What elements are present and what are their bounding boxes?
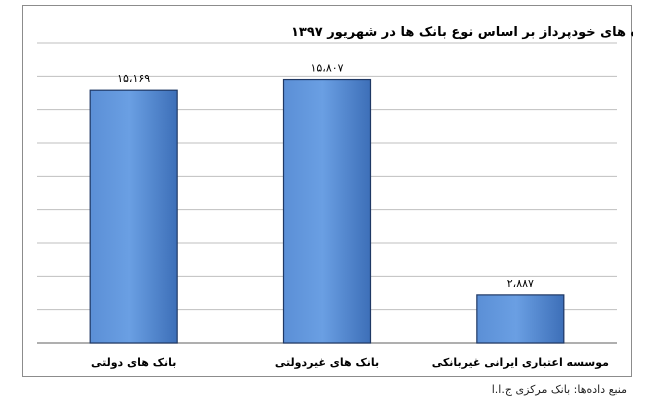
value-labels: ۱۵،۱۶۹ ۱۵،۸۰۷ ۲،۸۸۷ [117,62,534,290]
source-note: منبع داده‌ها: بانک مرکزی ج.ا.ا [491,383,627,396]
chart-frame: نمودار٤- تعداد دستگاه های خودپرداز بر اس… [22,5,633,377]
category-labels: بانک های دولتی بانک های غیردولتی موسسه اعت… [91,356,609,369]
value-label-3: ۲،۸۸۷ [507,277,534,290]
value-label-1: ۱۵،۱۶۹ [117,72,150,85]
category-label-3: موسسه اعتباری ایرانی غیربانکی [432,356,609,369]
bar-2 [282,78,372,344]
category-label-2: بانک های غیردولتی [275,356,379,369]
value-label-2: ۱۵،۸۰۷ [310,62,343,75]
bar-3 [476,294,565,344]
bar-1 [89,89,178,344]
bar-chart: نمودار٤- تعداد دستگاه های خودپرداز بر اس… [37,24,633,369]
category-label-1: بانک های دولتی [91,356,176,369]
bars [89,78,565,344]
chart-title: نمودار٤- تعداد دستگاه های خودپرداز بر اس… [291,24,633,40]
